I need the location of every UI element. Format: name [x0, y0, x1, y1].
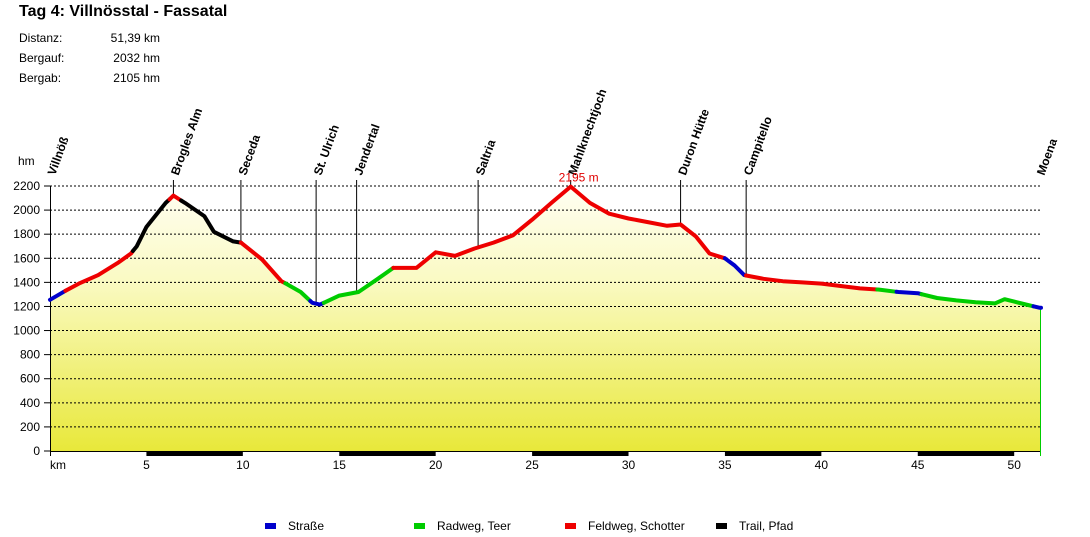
legend-swatch-icon	[265, 523, 276, 529]
x-axis-band	[146, 451, 243, 456]
profile-segment	[875, 287, 899, 294]
waypoint-label: Villnöß	[45, 135, 72, 177]
y-tick-label: 400	[20, 396, 40, 410]
legend-swatch-icon	[716, 523, 727, 529]
waypoint-label: St. Ulrich	[311, 123, 342, 177]
x-tick-label: 15	[333, 458, 347, 472]
x-tick-label: 45	[911, 458, 925, 472]
legend-item-trail: Trail, Pfad	[716, 519, 793, 533]
legend-swatch-icon	[565, 523, 576, 529]
profile-segment	[1031, 304, 1043, 310]
legend-item-radweg: Radweg, Teer	[414, 519, 511, 533]
legend-item-strasse: Straße	[265, 519, 324, 533]
profile-segment	[167, 193, 184, 203]
y-tick-label: 1400	[13, 275, 40, 289]
x-tick-label: 40	[815, 458, 829, 472]
profile-segment	[48, 288, 68, 302]
stat-label-ascent: Bergauf:	[19, 51, 65, 65]
profile-segment	[283, 281, 313, 303]
y-tick-label: 800	[20, 348, 40, 362]
profile-segment	[919, 292, 1036, 309]
legend-item-feldweg: Feldweg, Schotter	[565, 519, 685, 533]
y-tick-label: 0	[33, 444, 40, 458]
y-tick-label: 1800	[13, 227, 40, 241]
profile-segment	[179, 198, 243, 245]
profile-segment	[321, 265, 396, 305]
profile-segment	[238, 240, 288, 286]
elevation-area-fill	[50, 186, 1041, 451]
stat-value-distance: 51,39 km	[110, 31, 160, 45]
waypoint-label: Mahlknechtjoch	[565, 87, 609, 177]
x-axis-band	[724, 451, 822, 456]
waypoint-label: Moena	[1034, 136, 1060, 177]
profile-segment	[130, 197, 172, 253]
stat-label-distance: Distanz:	[19, 31, 63, 45]
x-axis-band	[917, 451, 1015, 456]
y-tick-label: 200	[20, 420, 40, 434]
profile-segment	[308, 299, 326, 307]
x-tick-label: 5	[143, 458, 150, 472]
waypoint-label: Campitello	[741, 115, 775, 177]
x-tick-label: 50	[1008, 458, 1022, 472]
legend-label: Trail, Pfad	[739, 519, 794, 533]
legend-label: Radweg, Teer	[437, 519, 511, 533]
legend-label: Feldweg, Schotter	[588, 519, 685, 533]
waypoint-label: Seceda	[236, 132, 264, 177]
stat-value-ascent: 2032 hm	[113, 51, 160, 65]
waypoint-label: Jendertal	[351, 122, 382, 177]
page-title: Tag 4: Villnösstal - Fassatal	[19, 3, 228, 20]
stat-value-descent: 2105 hm	[113, 71, 160, 85]
stat-label-descent: Bergab:	[19, 71, 62, 85]
profile-segment	[391, 184, 727, 270]
waypoint-label: Saltria	[473, 137, 499, 177]
x-tick-label: 10	[236, 458, 250, 472]
legend-swatch-icon	[414, 523, 425, 529]
waypoint-label: Duron Hütte	[675, 107, 712, 177]
profile-segment	[744, 273, 880, 292]
x-tick-label: 35	[718, 458, 732, 472]
legend-label: Straße	[288, 519, 325, 533]
peak-elevation-label: 2195 m	[559, 171, 599, 185]
x-axis-band	[339, 451, 436, 456]
x-axis-band	[532, 451, 629, 456]
profile-segment	[894, 289, 924, 297]
y-tick-label: 1000	[13, 324, 40, 338]
x-tick-label: 30	[622, 458, 636, 472]
y-axis-label: hm	[18, 154, 35, 168]
x-axis-label: km	[50, 458, 66, 472]
y-tick-label: 1200	[13, 299, 40, 313]
y-tick-label: 2000	[13, 203, 40, 217]
profile-segment	[63, 249, 135, 293]
y-tick-label: 600	[20, 372, 40, 386]
x-tick-label: 20	[429, 458, 443, 472]
y-tick-label: 1600	[13, 251, 40, 265]
waypoint-label: Brogles Alm	[168, 106, 205, 177]
x-tick-label: 25	[525, 458, 539, 472]
y-tick-label: 2200	[13, 179, 40, 193]
